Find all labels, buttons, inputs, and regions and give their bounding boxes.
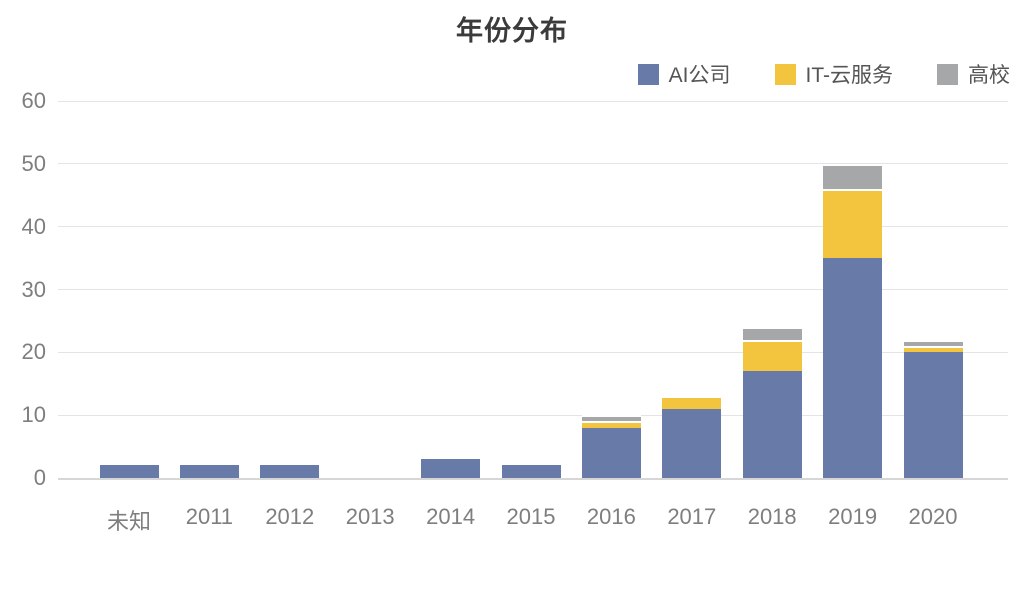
x-axis-tick-label: 2014 bbox=[426, 504, 476, 529]
bar-segment-IT-云服务 bbox=[823, 188, 883, 259]
x-axis-tick-label: 2016 bbox=[586, 504, 636, 529]
bar-2018 bbox=[742, 327, 802, 478]
gridline bbox=[58, 163, 1008, 165]
bar-segment-AI公司 bbox=[903, 352, 963, 478]
bar-segment-IT-云服务 bbox=[903, 346, 963, 353]
y-axis-tick-label: 50 bbox=[21, 150, 46, 176]
legend-label: IT-云服务 bbox=[805, 64, 894, 87]
x-axis-tick-label: 2017 bbox=[667, 504, 717, 529]
y-axis-tick-label: 40 bbox=[21, 213, 46, 239]
x-axis-tick-label: 2019 bbox=[828, 504, 878, 529]
bar-segment-IT-云服务 bbox=[662, 396, 722, 409]
bar-segment-AI公司 bbox=[421, 459, 481, 478]
gridline bbox=[58, 100, 1008, 102]
legend-item-2[interactable]: IT-云服务 bbox=[774, 59, 894, 89]
bar-2012 bbox=[260, 465, 320, 478]
legend-item-1[interactable]: AI公司 bbox=[637, 59, 731, 89]
x-axis-line bbox=[58, 478, 1008, 480]
bar-segment-AI公司 bbox=[662, 408, 722, 478]
y-axis-tick-label: 0 bbox=[33, 465, 46, 490]
bar-2015 bbox=[501, 465, 561, 478]
bar-未知 bbox=[99, 465, 159, 478]
legend-item-3[interactable]: 高校 bbox=[937, 59, 1010, 89]
x-axis-tick-label: 2011 bbox=[185, 504, 234, 529]
x-axis-tick-label: 2013 bbox=[345, 504, 395, 529]
x-axis-tick-label: 2018 bbox=[747, 504, 797, 529]
legend-label: AI公司 bbox=[668, 64, 731, 87]
bar-segment-IT-云服务 bbox=[581, 421, 641, 428]
bar-segment-IT-云服务 bbox=[742, 339, 802, 372]
bar-2017 bbox=[662, 396, 722, 478]
x-axis-tick-label: 2015 bbox=[506, 504, 556, 529]
bar-2019 bbox=[823, 163, 883, 478]
gridline bbox=[58, 226, 1008, 228]
chart-title: 年份分布 bbox=[456, 16, 568, 46]
legend-label: 高校 bbox=[968, 64, 1010, 87]
x-axis-tick-label: 未知 bbox=[106, 509, 151, 534]
bar-2014 bbox=[421, 459, 481, 478]
bar-segment-高校 bbox=[903, 339, 963, 347]
bar-segment-AI公司 bbox=[260, 465, 320, 478]
x-axis-tick-label: 2020 bbox=[908, 504, 958, 529]
bar-2020 bbox=[903, 339, 963, 478]
y-axis-tick-label: 10 bbox=[21, 402, 46, 428]
bar-segment-AI公司 bbox=[581, 427, 641, 478]
legend-swatch-icon bbox=[937, 63, 958, 85]
bar-segment-AI公司 bbox=[501, 465, 561, 478]
bar-segment-AI公司 bbox=[823, 258, 883, 478]
chart-legend: AI公司 IT-云服务 高校 bbox=[637, 59, 1010, 89]
x-axis-tick-label: 2012 bbox=[265, 504, 315, 529]
bar-segment-高校 bbox=[742, 327, 802, 340]
bar-segment-高校 bbox=[823, 163, 883, 189]
bar-segment-AI公司 bbox=[99, 465, 159, 478]
bar-segment-AI公司 bbox=[742, 371, 802, 478]
legend-swatch-icon bbox=[637, 63, 659, 85]
bar-2011 bbox=[179, 465, 239, 478]
bar-segment-AI公司 bbox=[179, 465, 239, 478]
gridline bbox=[58, 351, 1008, 353]
y-axis-tick-label: 60 bbox=[21, 88, 46, 113]
gridline bbox=[58, 414, 1008, 416]
bar-segment-高校 bbox=[581, 415, 641, 422]
y-axis-tick-label: 30 bbox=[21, 276, 46, 302]
y-axis-tick-label: 20 bbox=[21, 339, 46, 365]
gridline bbox=[58, 289, 1008, 290]
bar-2016 bbox=[581, 415, 641, 478]
legend-swatch-icon bbox=[774, 63, 796, 85]
